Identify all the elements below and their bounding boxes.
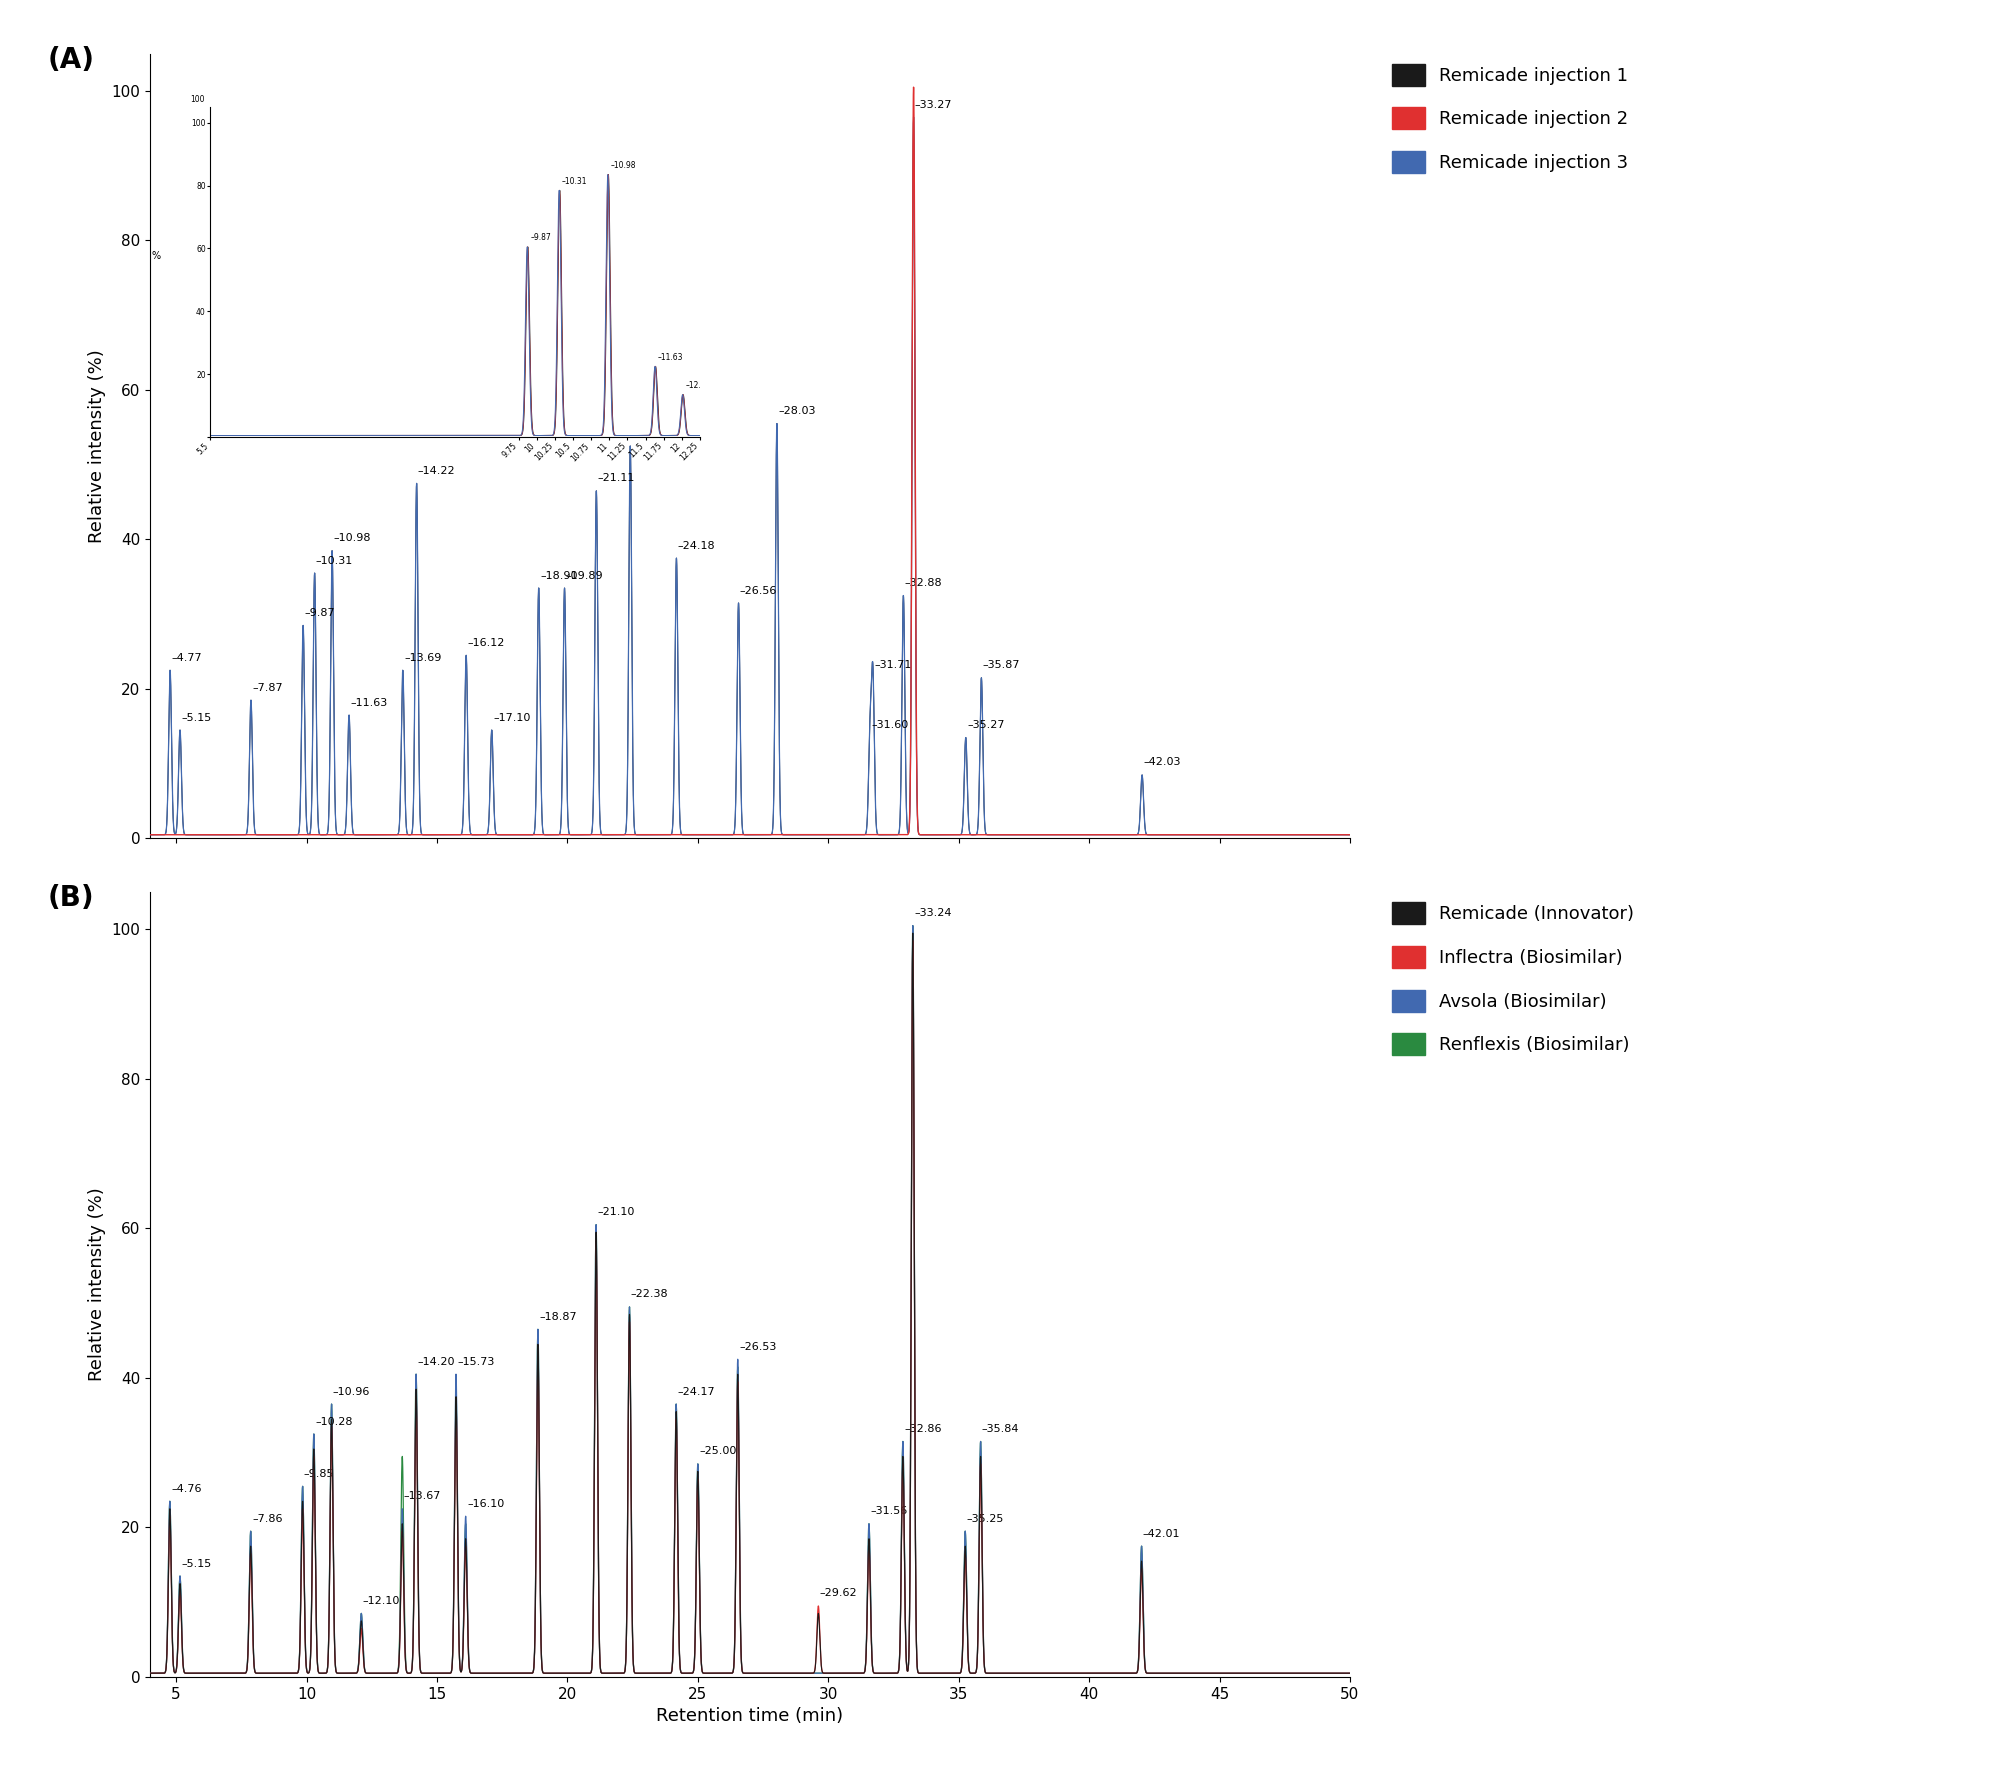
Text: –22.41: –22.41 bbox=[632, 428, 670, 439]
Text: –13.69: –13.69 bbox=[404, 653, 442, 664]
Text: –7.87: –7.87 bbox=[252, 683, 282, 692]
Text: –21.10: –21.10 bbox=[598, 1208, 634, 1217]
Text: –32.86: –32.86 bbox=[904, 1424, 942, 1434]
Text: –26.56: –26.56 bbox=[740, 585, 778, 596]
Legend: Remicade injection 1, Remicade injection 2, Remicade injection 3: Remicade injection 1, Remicade injection… bbox=[1384, 55, 1638, 182]
Text: –4.76: –4.76 bbox=[172, 1484, 202, 1493]
Text: –11.63: –11.63 bbox=[350, 698, 388, 708]
Text: –35.25: –35.25 bbox=[966, 1513, 1004, 1524]
Text: –13.67: –13.67 bbox=[404, 1491, 440, 1502]
Text: –10.28: –10.28 bbox=[316, 1416, 352, 1427]
Legend: Remicade (Innovator), Inflectra (Biosimilar), Avsola (Biosimilar), Renflexis (Bi: Remicade (Innovator), Inflectra (Biosimi… bbox=[1384, 894, 1644, 1065]
Text: –4.77: –4.77 bbox=[172, 653, 202, 664]
Text: –9.87: –9.87 bbox=[304, 608, 336, 617]
Text: –28.03: –28.03 bbox=[778, 407, 816, 416]
Text: –18.87: –18.87 bbox=[540, 1311, 576, 1322]
Text: –31.60: –31.60 bbox=[872, 721, 908, 730]
Text: –9.87: –9.87 bbox=[530, 234, 550, 243]
Text: –33.27: –33.27 bbox=[914, 100, 952, 109]
Text: –32.88: –32.88 bbox=[904, 578, 942, 589]
Text: –24.18: –24.18 bbox=[678, 541, 716, 551]
Text: –42.03: –42.03 bbox=[1144, 758, 1180, 767]
Text: –42.01: –42.01 bbox=[1142, 1529, 1180, 1538]
Text: –25.00: –25.00 bbox=[700, 1447, 736, 1456]
Text: –35.27: –35.27 bbox=[968, 721, 1004, 730]
Text: –12.01: –12.01 bbox=[686, 382, 710, 391]
Text: %: % bbox=[152, 250, 160, 260]
Text: –19.89: –19.89 bbox=[566, 571, 604, 580]
Text: –31.56: –31.56 bbox=[870, 1506, 908, 1516]
Text: –9.85: –9.85 bbox=[304, 1468, 334, 1479]
Text: –10.31: –10.31 bbox=[316, 555, 354, 566]
Y-axis label: Relative intensity (%): Relative intensity (%) bbox=[88, 1188, 106, 1381]
Text: (B): (B) bbox=[48, 885, 94, 912]
Text: –18.90: –18.90 bbox=[540, 571, 578, 580]
Text: –31.71: –31.71 bbox=[874, 660, 912, 671]
Text: –35.87: –35.87 bbox=[982, 660, 1020, 671]
Text: –10.31: –10.31 bbox=[562, 177, 588, 186]
Text: –14.20: –14.20 bbox=[418, 1356, 454, 1367]
Text: –21.11: –21.11 bbox=[598, 473, 636, 483]
Text: –5.15: –5.15 bbox=[182, 712, 212, 723]
Text: –24.17: –24.17 bbox=[678, 1386, 716, 1397]
Y-axis label: Relative intensity (%): Relative intensity (%) bbox=[88, 350, 106, 542]
Text: –10.96: –10.96 bbox=[332, 1386, 370, 1397]
Text: –16.10: –16.10 bbox=[466, 1499, 504, 1509]
Text: (A): (A) bbox=[48, 46, 96, 73]
Text: –5.15: –5.15 bbox=[182, 1559, 212, 1568]
Text: –16.12: –16.12 bbox=[468, 639, 504, 648]
Text: –10.98: –10.98 bbox=[334, 533, 370, 542]
Text: –33.24: –33.24 bbox=[914, 908, 952, 919]
Text: –22.38: –22.38 bbox=[630, 1290, 668, 1299]
Text: 100: 100 bbox=[190, 95, 206, 103]
Text: –7.86: –7.86 bbox=[252, 1513, 282, 1524]
Text: –26.53: –26.53 bbox=[740, 1342, 776, 1352]
Text: –15.73: –15.73 bbox=[458, 1356, 494, 1367]
Text: –14.22: –14.22 bbox=[418, 466, 456, 476]
X-axis label: Retention time (min): Retention time (min) bbox=[656, 1707, 844, 1725]
Text: –29.62: –29.62 bbox=[820, 1588, 858, 1598]
Text: –17.10: –17.10 bbox=[494, 712, 530, 723]
Text: –11.63: –11.63 bbox=[658, 353, 684, 362]
Text: –12.10: –12.10 bbox=[362, 1597, 400, 1606]
Text: –10.98: –10.98 bbox=[610, 161, 636, 169]
Text: –35.84: –35.84 bbox=[982, 1424, 1020, 1434]
